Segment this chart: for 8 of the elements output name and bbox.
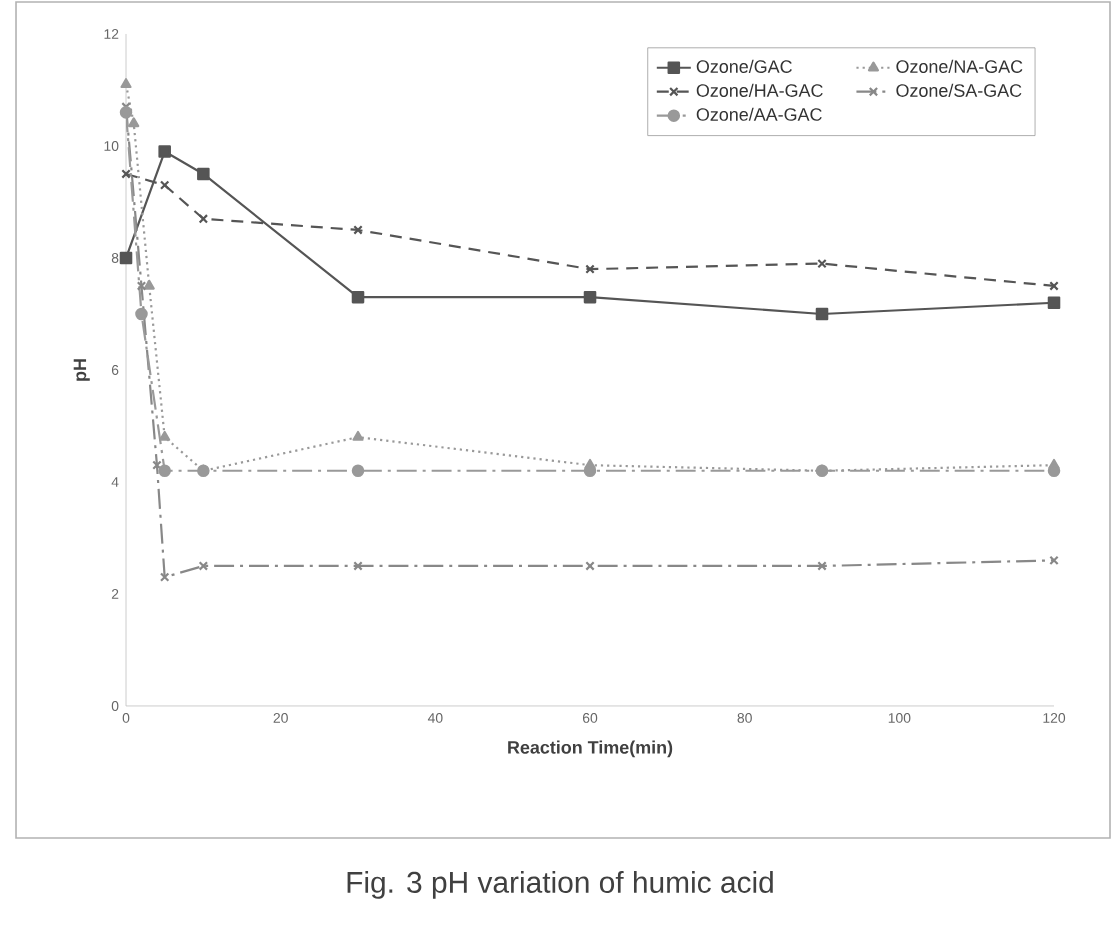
caption: Fig. 3 pH variation of humic acid bbox=[347, 871, 773, 899]
x-axis-title: Reaction Time(min) bbox=[508, 740, 673, 758]
legend-label: Ozone/SA-GAC bbox=[896, 83, 1022, 97]
legend-label: Ozone/HA-GAC bbox=[696, 83, 823, 97]
y-axis-title: pH bbox=[73, 359, 90, 381]
legend-label: Ozone/AA-GAC bbox=[696, 107, 822, 121]
legend-label: Ozone/NA-GAC bbox=[896, 59, 1023, 73]
legend-label: Ozone/GAC bbox=[696, 59, 792, 73]
